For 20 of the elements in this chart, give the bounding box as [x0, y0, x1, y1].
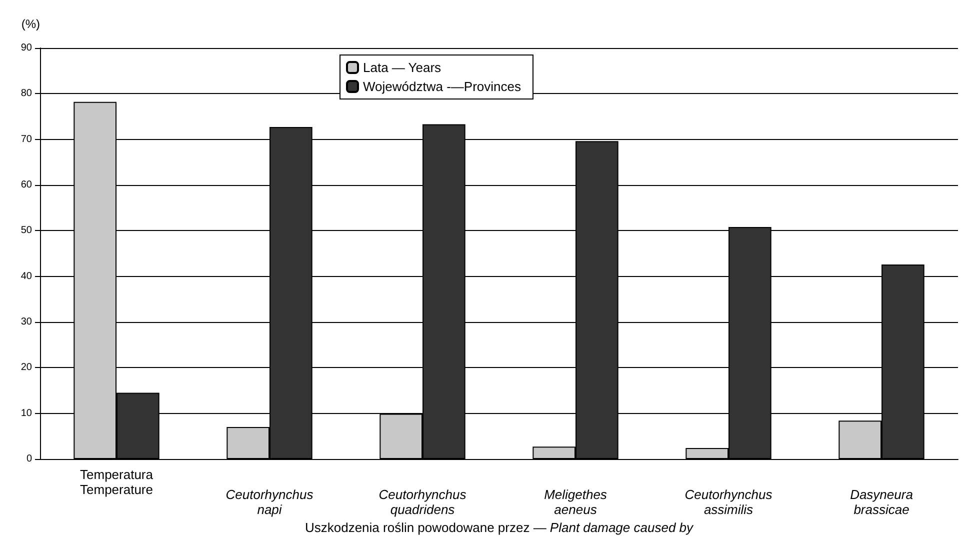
- x-tick-label: Ceutorhynchus quadridens: [378, 487, 467, 517]
- y-tick-label: 0: [26, 454, 32, 464]
- y-tick-label: 30: [20, 316, 32, 328]
- y-tick-label: 40: [20, 270, 32, 282]
- legend-label: Województwa -—Provinces: [363, 79, 522, 94]
- legend-label: Lata — Years: [363, 60, 442, 75]
- x-tick-label: Ceutorhynchus napi: [226, 487, 314, 517]
- y-tick-label: 10: [20, 408, 32, 419]
- x-tick-label: Temperatura Temperature: [80, 467, 154, 497]
- x-axis-title: Uszkodzenia roślin powodowane przez — Plant damage caused by: [304, 520, 695, 535]
- y-tick-label: 70: [20, 134, 32, 145]
- x-tick-label: Ceutorhynchus assimilis: [684, 487, 773, 517]
- x-tick-label: Meligethes aeneus: [544, 487, 608, 517]
- y-axis-title: (%): [21, 17, 40, 31]
- y-tick-label: 80: [20, 88, 32, 100]
- y-tick-label: 90: [20, 42, 32, 54]
- x-tick-label: Dasyneura brassicae: [850, 487, 913, 517]
- y-tick-label: 50: [20, 225, 32, 236]
- y-tick-label: 20: [20, 362, 32, 374]
- y-tick-label: 60: [20, 180, 32, 190]
